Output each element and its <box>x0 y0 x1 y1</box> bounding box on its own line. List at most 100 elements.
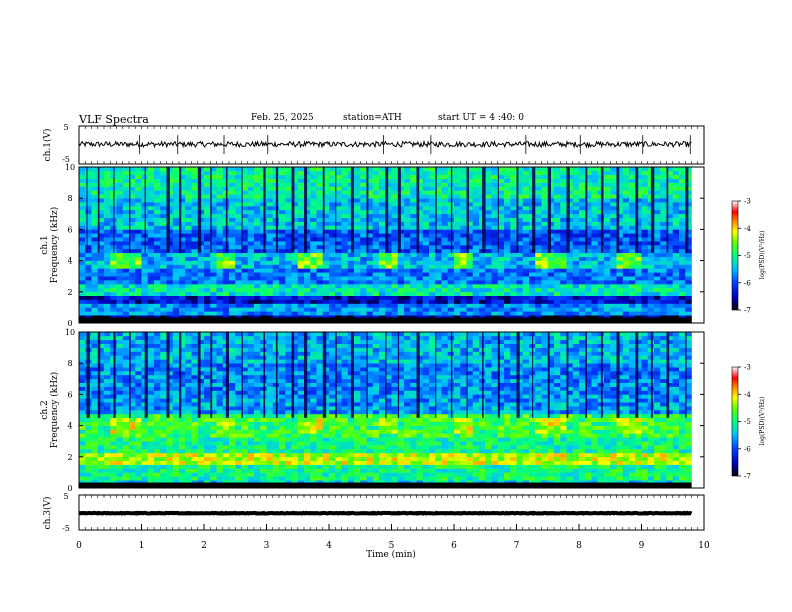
spectrogram-cell <box>297 245 305 250</box>
spectrogram-cell <box>154 441 161 446</box>
spectrogram-cell <box>347 276 355 281</box>
spectrogram-cell <box>135 437 142 442</box>
spectrogram-cell <box>585 233 592 238</box>
spectrogram-cell <box>122 421 130 426</box>
spectrogram-cell <box>204 252 211 257</box>
spectrogram-cell <box>135 284 142 289</box>
spectrogram-cell <box>341 311 349 316</box>
spectrogram-cell <box>191 237 199 242</box>
spectrogram-cell <box>391 307 399 312</box>
spectrogram-cell <box>679 198 686 203</box>
spectrogram-cell <box>191 303 199 308</box>
spectrogram-cell <box>154 280 161 285</box>
spectrogram-cell <box>229 456 236 461</box>
spectrogram-cell <box>447 268 455 273</box>
spectrogram-cell <box>85 178 92 183</box>
spectrogram-cell <box>122 441 130 446</box>
spectrogram-cell <box>466 287 474 293</box>
spectrogram-cell <box>135 206 142 211</box>
spectrogram-cell <box>354 198 361 203</box>
spectrogram-cell <box>372 190 380 195</box>
spectrogram-cell <box>154 291 161 296</box>
spectrogram-cell <box>297 272 305 277</box>
spectrogram-cell <box>541 264 549 269</box>
spectrogram-cell <box>254 206 261 211</box>
spectrogram-cell <box>122 378 130 383</box>
spectrogram-cell <box>191 252 199 257</box>
spectrogram-cell <box>629 237 636 242</box>
spectrogram-cell <box>385 315 392 320</box>
spectrogram-cell <box>204 398 211 403</box>
spectrogram-cell <box>541 206 549 211</box>
spectrogram-cell <box>104 410 111 415</box>
spectrogram-cell <box>666 295 674 300</box>
spectrogram-cell <box>372 178 380 183</box>
spectrogram-cell <box>310 284 317 289</box>
spectrogram-cell <box>91 174 99 179</box>
spectrogram-cell <box>91 351 99 356</box>
spectrogram-cell <box>160 429 167 434</box>
spectrogram-cell <box>504 284 511 289</box>
spectrogram-cell <box>366 229 374 234</box>
spectrogram-cell <box>397 225 405 230</box>
spectrogram-cell <box>397 229 405 234</box>
spectrogram-cell <box>104 303 111 308</box>
spectrogram-cell <box>554 256 561 261</box>
spectrogram-cell <box>235 237 242 242</box>
spectrogram-cell <box>366 245 374 250</box>
spectrogram-cell <box>335 291 342 296</box>
spectrogram-cell <box>579 248 586 254</box>
spectrogram-cell <box>522 182 530 187</box>
spectrogram-cell <box>297 315 305 320</box>
spectrogram-cell <box>110 456 117 461</box>
spectrogram-cell <box>141 468 149 473</box>
spectrogram-cell <box>660 303 667 308</box>
spectrogram-cell <box>422 315 430 320</box>
spectrogram-cell <box>497 190 505 195</box>
spectrogram-cell <box>466 280 474 285</box>
spectrogram-cell <box>204 382 211 387</box>
spectrogram-cell <box>266 229 274 234</box>
spectrogram-cell <box>116 170 124 176</box>
spectrogram-cell <box>497 237 505 242</box>
spectrogram-cell <box>429 252 436 257</box>
spectrogram-cell <box>416 276 424 281</box>
spectrogram-cell <box>591 237 599 242</box>
spectrogram-cell <box>229 190 236 195</box>
spectrogram-cell <box>454 276 461 281</box>
spectrogram-cell <box>491 237 499 242</box>
spectrogram-cell <box>229 425 236 430</box>
spectrogram-cell <box>341 276 349 281</box>
spectrogram-cell <box>641 284 649 289</box>
spectrogram-cell <box>610 241 617 246</box>
spectrogram-cell <box>347 295 355 300</box>
spectrogram-cell <box>166 402 174 407</box>
spectrogram-cell <box>504 280 511 285</box>
spectrogram-cell <box>197 355 205 360</box>
spectrogram-cell <box>135 402 142 407</box>
spectrogram-cell <box>191 406 199 411</box>
spectrogram-cell <box>397 237 405 242</box>
spectrogram-cell <box>266 206 274 211</box>
spectrogram-cell <box>116 295 124 300</box>
spectrogram-cell <box>354 194 361 199</box>
spectrogram-cell <box>335 170 342 176</box>
spectrogram-cell <box>254 182 261 187</box>
spectrogram-cell <box>154 248 161 254</box>
spectrogram-cell <box>104 276 111 281</box>
spectrogram-cell <box>129 351 136 356</box>
spectrogram-cell <box>241 209 249 215</box>
spectrogram-cell <box>116 299 124 304</box>
spectrogram-cell <box>504 209 511 215</box>
spectrogram-cell <box>622 178 630 183</box>
spectrogram-cell <box>135 464 142 469</box>
spectrogram-cell <box>316 287 324 293</box>
spectrogram-cell <box>116 421 124 426</box>
spectrogram-cell <box>216 174 224 179</box>
spectrogram-cell <box>672 252 680 257</box>
spectrogram-cell <box>97 256 105 261</box>
spectrogram-cell <box>79 382 86 387</box>
spectrogram-cell <box>529 287 536 293</box>
spectrogram-cell <box>397 287 405 293</box>
spectrogram-cell <box>360 209 367 215</box>
